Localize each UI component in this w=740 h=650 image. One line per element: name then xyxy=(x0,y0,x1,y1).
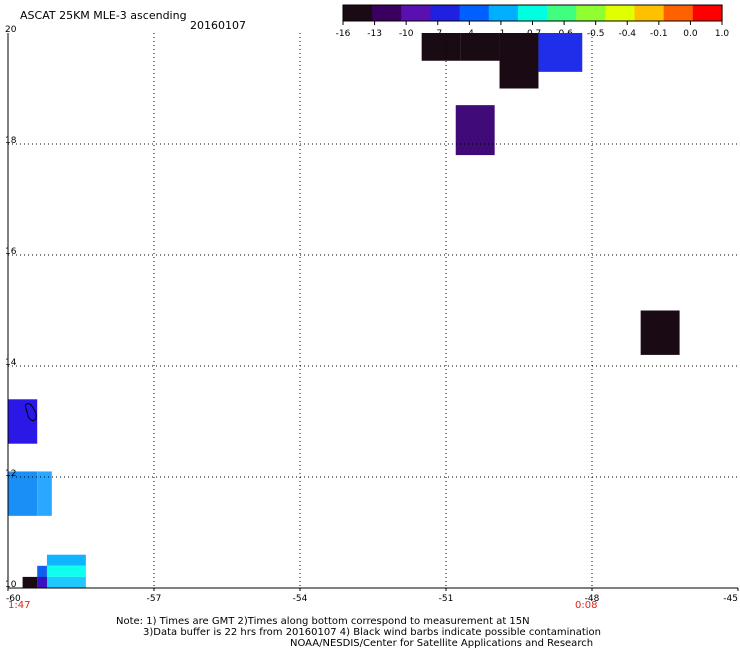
colorbar-swatch xyxy=(343,5,373,21)
y-tick-label: 10 xyxy=(5,580,17,590)
data-cell xyxy=(46,554,86,566)
colorbar-swatch xyxy=(372,5,402,21)
colorbar-swatch xyxy=(692,5,723,21)
plot-frame xyxy=(7,33,738,589)
colorbar-swatch xyxy=(547,5,577,21)
data-cell xyxy=(640,310,680,355)
tick-labels: -60 -57 -54 -51 -48 -45 20 18 16 14 12 10 xyxy=(5,25,739,604)
colorbar-label: 1.0 xyxy=(715,29,730,39)
y-tick-label: 16 xyxy=(5,247,17,257)
y-tick-label: 20 xyxy=(5,25,17,35)
colorbar-swatch xyxy=(430,5,461,21)
time-label-left: 1:47 xyxy=(8,600,31,611)
colorbar-label: 0.0 xyxy=(683,29,698,39)
data-cell xyxy=(421,33,461,61)
data-cells xyxy=(8,33,680,588)
colorbar-swatch xyxy=(634,5,665,21)
colorbar-label: -16 xyxy=(336,29,351,39)
data-cell xyxy=(46,576,86,588)
colorbar-swatch xyxy=(576,5,606,21)
x-tick-label: -60 xyxy=(6,594,21,604)
y-tick-label: 18 xyxy=(5,136,17,146)
data-cell xyxy=(455,105,495,156)
footer-credit: NOAA/NESDIS/Center for Satellite Applica… xyxy=(290,638,594,649)
data-cell xyxy=(37,471,52,516)
y-tick-label: 12 xyxy=(5,469,16,479)
data-cell xyxy=(37,576,47,588)
x-tick-label: -57 xyxy=(147,594,162,604)
colorbar-swatch xyxy=(663,5,694,21)
colorbar-label: -0.4 xyxy=(618,29,636,39)
colorbar-swatch xyxy=(401,5,432,21)
map-date: 20160107 xyxy=(190,19,246,32)
colorbar-swatch xyxy=(488,5,519,21)
x-tick-label: -45 xyxy=(723,594,738,604)
colorbar-swatch xyxy=(459,5,490,21)
data-cell xyxy=(8,471,38,516)
footer-note-2: 3)Data buffer is 22 hrs from 20160107 4)… xyxy=(143,627,601,638)
colorbar-swatch xyxy=(517,5,548,21)
colorbar: -16-13-10-7-4-1-0.7-0.6-0.5-0.4-0.10.01.… xyxy=(336,4,730,39)
grid-lines xyxy=(8,33,738,588)
x-tick-label: -54 xyxy=(293,594,308,604)
colorbar-label: -0.1 xyxy=(650,29,668,39)
map-title: ASCAT 25KM MLE-3 ascending xyxy=(20,9,187,22)
colorbar-label: -13 xyxy=(367,29,382,39)
colorbar-label: -10 xyxy=(399,29,414,39)
colorbar-swatch xyxy=(605,5,636,21)
island-outline xyxy=(25,403,37,421)
data-cell xyxy=(8,399,38,444)
footer-note-1: Note: 1) Times are GMT 2)Times along bot… xyxy=(116,616,530,627)
x-tick-label: -51 xyxy=(439,594,454,604)
data-cell xyxy=(46,565,86,577)
data-cell xyxy=(460,33,500,61)
y-tick-label: 14 xyxy=(5,358,17,368)
time-label-right: 0:08 xyxy=(575,600,598,611)
data-cell xyxy=(499,33,539,89)
data-cell xyxy=(22,576,38,588)
colorbar-label: -0.5 xyxy=(587,29,605,39)
x-tick-label: -48 xyxy=(585,594,600,604)
data-cell xyxy=(538,33,583,72)
